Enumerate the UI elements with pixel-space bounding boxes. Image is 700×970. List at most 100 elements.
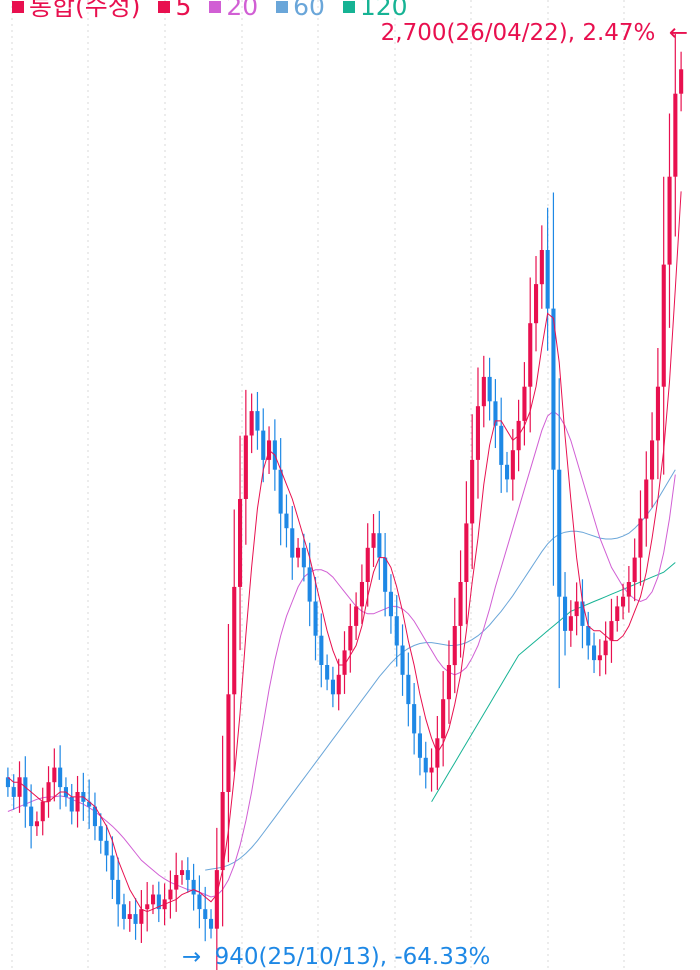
candle-body-98 <box>574 601 579 617</box>
legend-label-ma120: 120 <box>359 0 408 21</box>
candle-body-60 <box>354 606 359 626</box>
candle-body-109 <box>638 518 643 558</box>
ma20-line <box>7 410 676 898</box>
candle-body-89 <box>522 386 527 421</box>
candle-body-34 <box>203 909 208 919</box>
candle-body-101 <box>592 645 597 661</box>
legend-item-main: 통합(수정) <box>10 0 141 21</box>
legend-swatch-ma20 <box>209 0 222 13</box>
candle-body-56 <box>330 679 335 695</box>
candle-body-110 <box>644 479 649 519</box>
legend-swatch-ma60 <box>276 0 289 13</box>
candle-body-53 <box>313 601 318 636</box>
candle-body-106 <box>621 596 626 607</box>
candle-body-20 <box>121 904 126 919</box>
candle-body-115 <box>673 93 678 177</box>
candle-body-11 <box>69 796 74 812</box>
candle-body-48 <box>284 513 289 529</box>
candle-body-58 <box>342 650 347 675</box>
candle-body-85 <box>499 425 504 465</box>
candle-body-84 <box>493 401 498 426</box>
candle-body-26 <box>156 894 161 910</box>
left-arrow-icon: ← <box>668 20 688 46</box>
legend-label-main: 통합(수정) <box>29 0 141 21</box>
candle-body-7 <box>46 782 51 802</box>
candle-body-90 <box>528 323 533 387</box>
candle-body-113 <box>661 264 666 387</box>
candle-body-81 <box>475 406 480 460</box>
candle-body-94 <box>551 308 556 470</box>
candle-body-33 <box>197 894 202 910</box>
candle-body-57 <box>336 674 341 695</box>
high-annotation: 2,700(26/04/22), 2.47% ← <box>381 20 688 46</box>
candle-body-114 <box>667 176 672 265</box>
candle-body-1 <box>11 787 16 797</box>
candle-body-30 <box>180 870 185 875</box>
legend-item-ma60: 60 <box>274 0 325 21</box>
legend-swatch-ma120 <box>342 0 355 13</box>
legend-swatch-main <box>12 0 24 13</box>
candle-body-100 <box>586 626 591 646</box>
candle-body-75 <box>441 699 446 739</box>
candle-body-77 <box>452 626 457 666</box>
low-annotation: → 940(25/10/13), -64.33% <box>182 944 490 970</box>
candle-body-17 <box>104 840 109 856</box>
candle-body-40 <box>238 499 243 587</box>
legend-item-ma120: 120 <box>341 0 408 21</box>
candle-body-72 <box>423 757 428 773</box>
candle-body-69 <box>406 674 411 705</box>
candle-body-12 <box>75 792 80 812</box>
candle-body-62 <box>365 547 370 582</box>
candle-body-16 <box>98 826 103 841</box>
candle-body-22 <box>133 914 138 924</box>
candle-body-108 <box>632 557 637 582</box>
candle-body-0 <box>5 777 10 788</box>
candle-body-93 <box>545 250 550 309</box>
candle-body-25 <box>151 894 156 905</box>
chart-legend: 통합(수정) 5 20 60 120 <box>10 0 416 22</box>
candle-body-59 <box>348 626 353 651</box>
candle-body-3 <box>23 777 28 807</box>
ma120-line <box>431 562 676 802</box>
legend-label-ma20: 20 <box>226 0 259 21</box>
candle-body-78 <box>458 582 463 626</box>
candle-body-82 <box>481 376 486 407</box>
candle-body-37 <box>220 792 225 871</box>
candle-body-103 <box>603 640 608 656</box>
candle-body-47 <box>278 469 283 514</box>
candle-body-42 <box>249 411 254 436</box>
candle-body-80 <box>470 459 475 524</box>
candle-body-65 <box>383 557 388 592</box>
candle-body-97 <box>568 616 573 631</box>
legend-swatch-ma5 <box>158 0 171 13</box>
candle-body-52 <box>307 567 312 602</box>
candle-body-63 <box>371 533 376 548</box>
legend-item-ma5: 5 <box>156 0 191 21</box>
candle-body-15 <box>92 806 97 827</box>
candle-body-87 <box>510 450 515 480</box>
candle-body-4 <box>29 806 34 827</box>
candle-body-95 <box>557 469 562 597</box>
candle-body-79 <box>464 523 469 582</box>
candle-body-111 <box>650 440 655 480</box>
candle-body-92 <box>539 250 544 285</box>
candle-body-96 <box>563 596 568 631</box>
candle-body-66 <box>388 591 393 617</box>
candle-body-9 <box>58 767 63 788</box>
candle-body-99 <box>580 601 585 626</box>
candle-body-36 <box>214 870 219 929</box>
legend-item-ma20: 20 <box>207 0 258 21</box>
candle-body-18 <box>110 855 115 880</box>
candle-body-44 <box>261 430 266 460</box>
legend-label-ma60: 60 <box>293 0 325 21</box>
legend-label-ma5: 5 <box>175 0 192 21</box>
candle-body-86 <box>505 464 510 480</box>
candle-body-67 <box>394 616 399 646</box>
candle-body-31 <box>185 870 190 880</box>
candle-body-6 <box>40 801 45 822</box>
candle-body-54 <box>319 635 324 665</box>
candle-body-24 <box>145 904 150 910</box>
candle-body-14 <box>87 801 92 807</box>
candle-body-43 <box>255 411 260 431</box>
